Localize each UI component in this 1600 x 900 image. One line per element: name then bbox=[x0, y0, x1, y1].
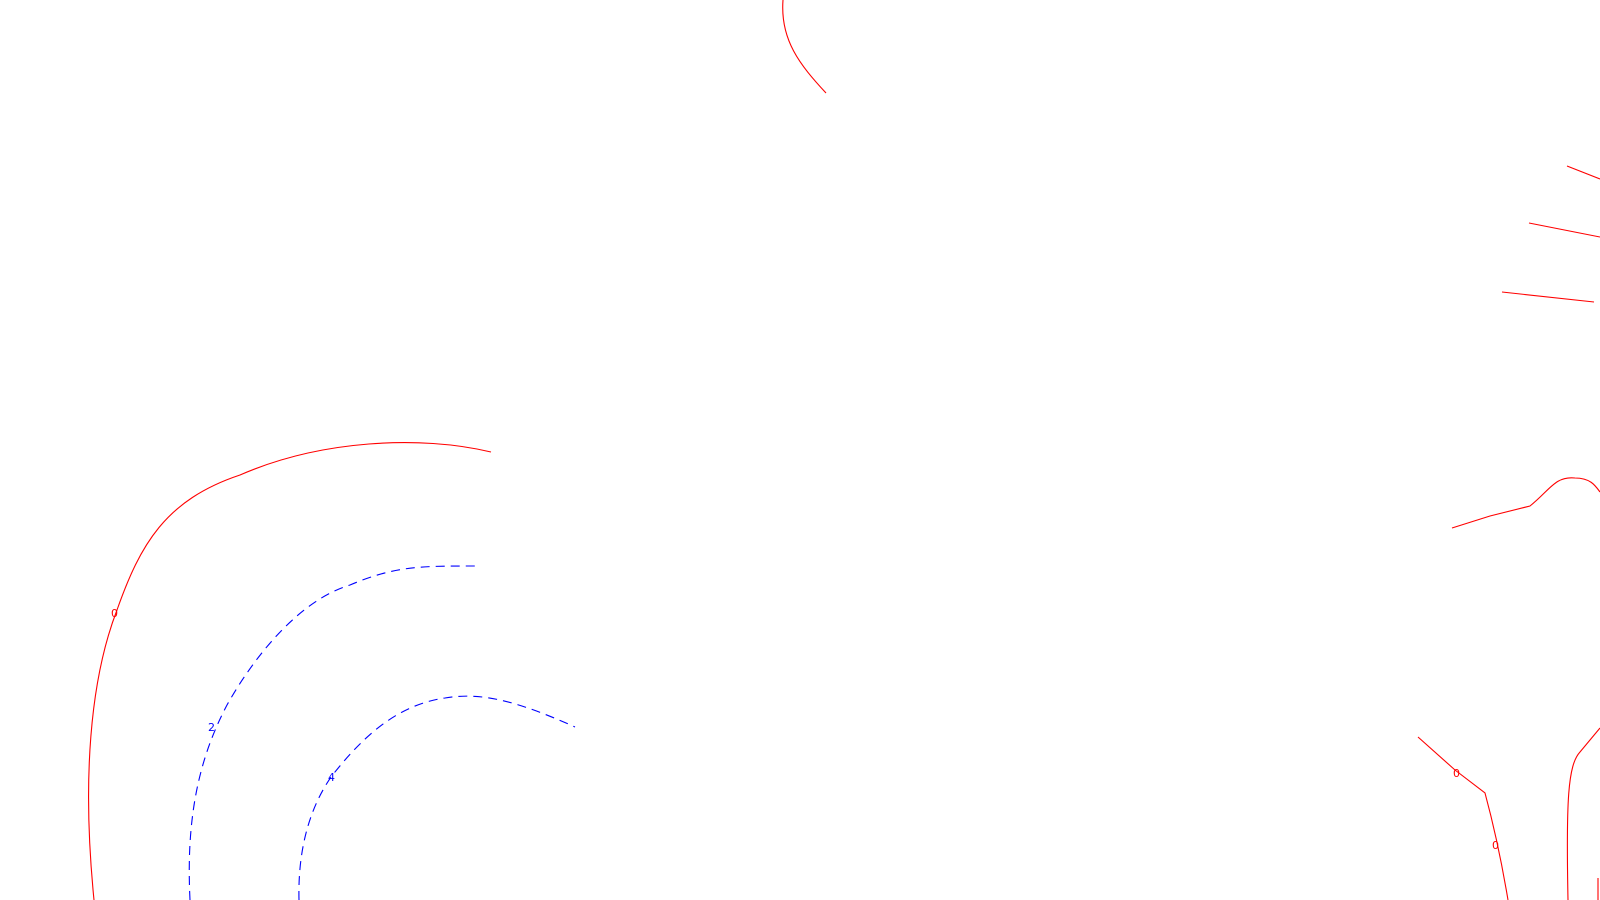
contour-label-zero-right-a: 0 bbox=[1453, 767, 1460, 780]
contour-label-two: 2 bbox=[208, 721, 215, 734]
zero-contour-right-bump bbox=[1451, 477, 1600, 529]
contour-label-four: 4 bbox=[328, 771, 335, 784]
positive-contour-level-2 bbox=[188, 565, 476, 900]
contour-label-zero-right-b: 0 bbox=[1492, 839, 1499, 852]
zero-contour-right-3 bbox=[1501, 291, 1595, 303]
positive-contour-level-4 bbox=[298, 695, 576, 900]
zero-contour-bottom-right-a bbox=[1417, 736, 1509, 900]
zero-contour-right-1 bbox=[1566, 165, 1600, 180]
zero-contour-top bbox=[782, 0, 827, 94]
zero-contour-left-outer bbox=[88, 442, 492, 900]
zero-contour-bottom-right-b bbox=[1566, 727, 1600, 900]
positive-contour-group bbox=[188, 565, 576, 900]
zero-contour-right-2 bbox=[1528, 222, 1600, 238]
zero-contour-group bbox=[88, 0, 1600, 900]
contour-label-zero-left: 0 bbox=[111, 607, 118, 620]
